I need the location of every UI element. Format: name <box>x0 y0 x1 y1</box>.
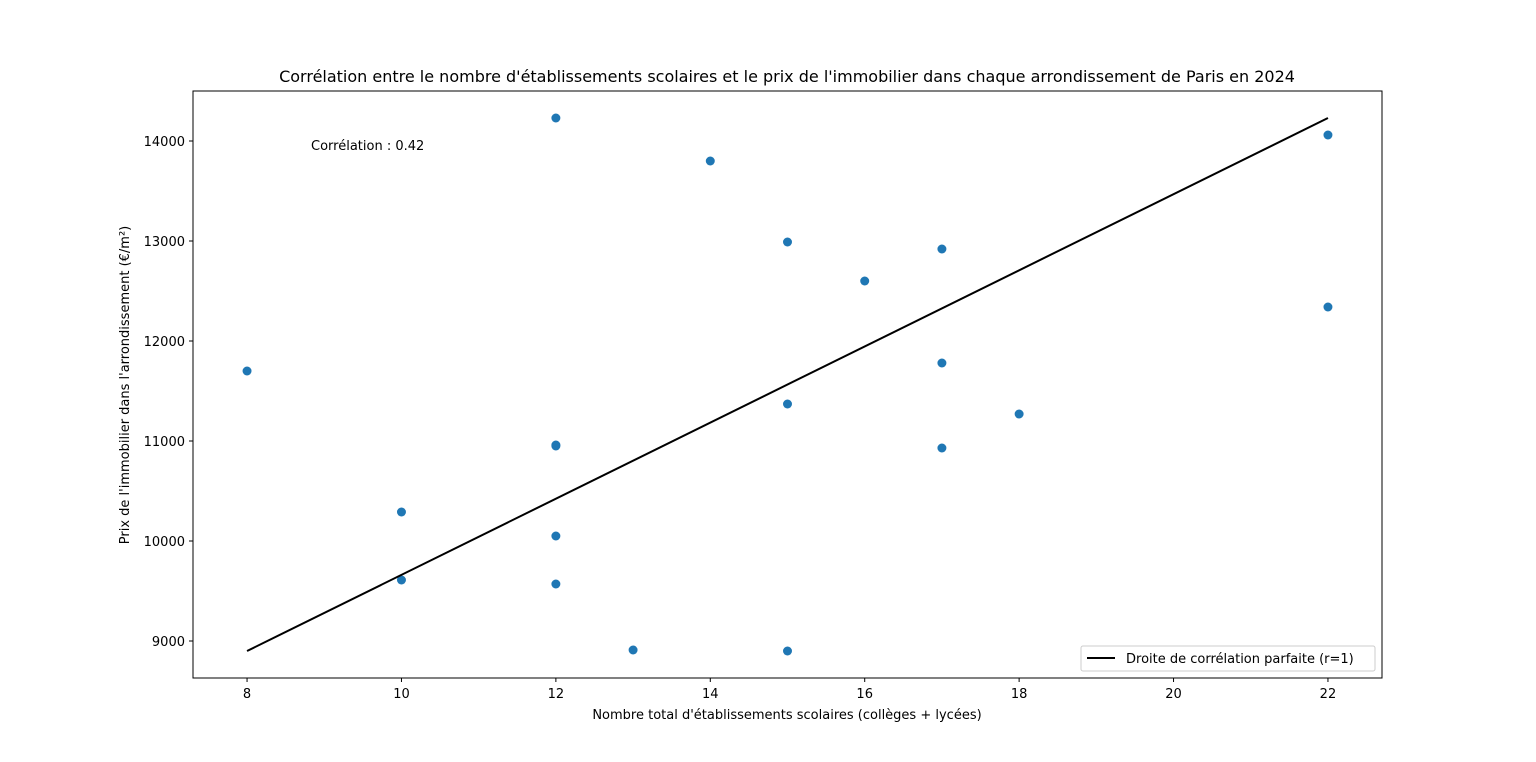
data-point <box>937 244 947 254</box>
y-tick-label: 12000 <box>144 335 185 350</box>
data-point <box>783 646 792 656</box>
legend-label: Droite de corrélation parfaite (r=1) <box>1126 652 1354 667</box>
data-point <box>242 366 252 376</box>
data-point <box>937 443 947 453</box>
legend: Droite de corrélation parfaite (r=1) <box>1080 645 1376 672</box>
plot-frame <box>192 90 1383 679</box>
y-tick-label: 13000 <box>144 235 185 250</box>
data-point <box>783 399 792 409</box>
y-tick-label: 10000 <box>144 535 185 550</box>
data-point <box>1323 130 1333 140</box>
data-point <box>551 579 561 589</box>
chart-title: Corrélation entre le nombre d'établissem… <box>279 67 1295 86</box>
correlation-line <box>246 117 1329 652</box>
data-point <box>551 531 561 541</box>
y-tick-label: 9000 <box>152 635 185 650</box>
data-point <box>783 237 792 247</box>
x-tick-label: 18 <box>1011 687 1028 702</box>
y-axis-label: Prix de l'immobilier dans l'arrondisseme… <box>118 226 133 545</box>
data-point <box>628 645 638 655</box>
x-axis-label: Nombre total d'établissements scolaires … <box>592 708 981 723</box>
data-point <box>705 156 715 166</box>
x-tick-label: 22 <box>1320 687 1337 702</box>
x-tick-label: 8 <box>243 687 251 702</box>
x-tick-label: 16 <box>856 687 873 702</box>
x-tick-label: 14 <box>702 687 719 702</box>
data-point <box>937 358 947 368</box>
data-point <box>860 276 870 286</box>
x-tick-label: 20 <box>1165 687 1182 702</box>
data-point <box>551 441 561 451</box>
data-point <box>396 575 406 585</box>
legend-box <box>1080 645 1376 672</box>
plot-area: 8 10 12 14 16 18 20 22 9000 10000 11000 12000 13000 1… <box>144 90 1383 702</box>
data-point <box>1323 302 1333 312</box>
x-tick-label: 12 <box>548 687 565 702</box>
data-point <box>1014 409 1024 419</box>
correlation-annotation: Corrélation : 0.42 <box>311 139 424 154</box>
data-point <box>551 113 561 123</box>
y-tick-label: 14000 <box>144 135 185 150</box>
data-point <box>396 507 406 517</box>
x-tick-label: 10 <box>393 687 410 702</box>
y-tick-label: 11000 <box>144 435 185 450</box>
